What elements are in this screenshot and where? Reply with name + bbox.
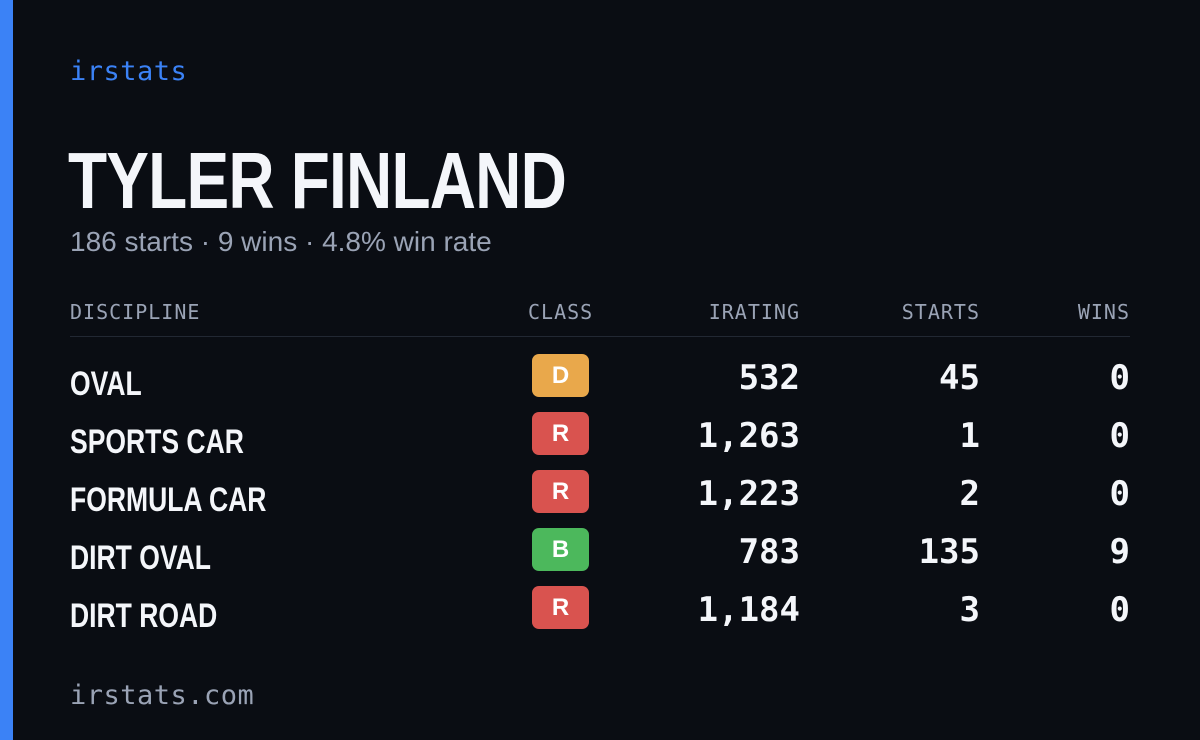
- header-irating: IRATING: [708, 300, 800, 324]
- starts-value: 3: [959, 590, 980, 630]
- wins-value: 9: [1109, 532, 1130, 572]
- discipline-name: SPORTS CAR: [70, 423, 244, 461]
- starts-value: 135: [918, 532, 980, 572]
- table-row: FORMULA CAR R 1,223 2 0: [70, 470, 1130, 528]
- wins-value: 0: [1109, 590, 1130, 630]
- header-starts: STARTS: [901, 300, 980, 324]
- starts-value: 2: [959, 474, 980, 514]
- table-row: DIRT OVAL B 783 135 9: [70, 528, 1130, 586]
- class-badge: R: [532, 470, 589, 513]
- starts-value: 1: [959, 416, 980, 456]
- footer-url: irstats.com: [70, 680, 255, 711]
- driver-name: TYLER FINLAND: [68, 136, 567, 225]
- stats-table: OVAL D 532 45 0 SPORTS CAR R 1,263 1 0 F…: [70, 354, 1130, 644]
- discipline-name: FORMULA CAR: [70, 481, 267, 519]
- class-badge: R: [532, 586, 589, 629]
- wins-value: 0: [1109, 474, 1130, 514]
- header-class: CLASS: [528, 300, 594, 324]
- irating-value: 1,223: [697, 474, 800, 514]
- irating-value: 532: [738, 358, 800, 398]
- wins-value: 0: [1109, 416, 1130, 456]
- wins-value: 0: [1109, 358, 1130, 398]
- header-wins: WINS: [1077, 300, 1130, 324]
- table-row: OVAL D 532 45 0: [70, 354, 1130, 412]
- irating-value: 1,263: [697, 416, 800, 456]
- class-badge: D: [532, 354, 589, 397]
- class-badge: R: [532, 412, 589, 455]
- brand-logo: irstats: [70, 56, 188, 87]
- table-header: DISCIPLINE CLASS IRATING STARTS WINS: [70, 300, 1130, 337]
- header-discipline: DISCIPLINE: [70, 300, 201, 324]
- irating-value: 783: [738, 532, 800, 572]
- table-row: SPORTS CAR R 1,263 1 0: [70, 412, 1130, 470]
- class-badge: B: [532, 528, 589, 571]
- irating-value: 1,184: [697, 590, 800, 630]
- discipline-name: DIRT ROAD: [70, 597, 218, 635]
- starts-value: 45: [939, 358, 980, 398]
- accent-bar: [0, 0, 13, 740]
- driver-summary: 186 starts · 9 wins · 4.8% win rate: [70, 226, 492, 257]
- discipline-name: DIRT OVAL: [70, 539, 211, 577]
- discipline-name: OVAL: [70, 365, 142, 403]
- table-row: DIRT ROAD R 1,184 3 0: [70, 586, 1130, 644]
